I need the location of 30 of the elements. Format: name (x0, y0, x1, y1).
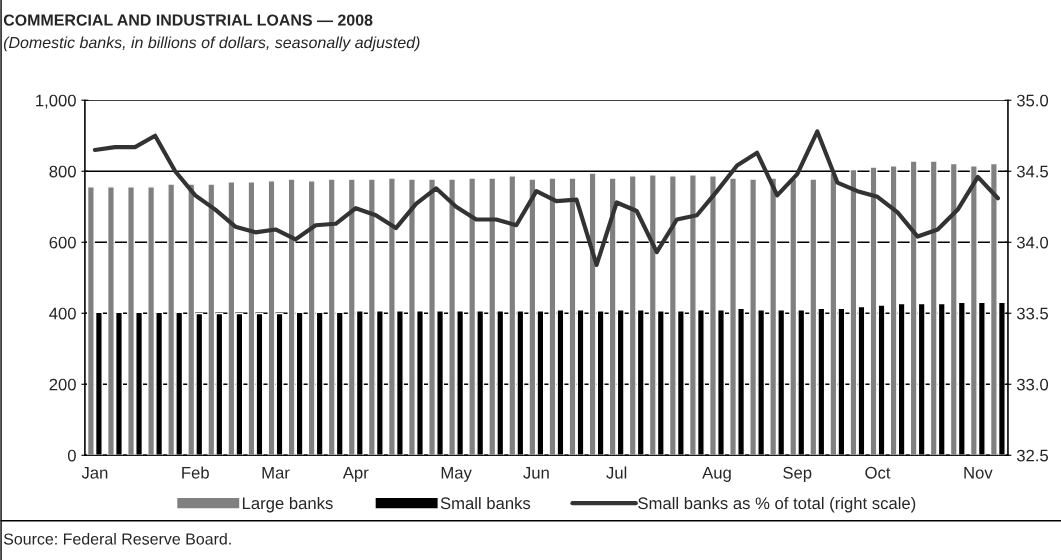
y-tick-label: 0 (67, 449, 76, 462)
legend-label: Small banks as % of total (right scale) (638, 496, 916, 513)
x-tick-label: Apr (342, 467, 369, 482)
y2-tick-label: 33.0 (1016, 378, 1049, 391)
y2-tick-label: 34.5 (1016, 165, 1049, 178)
line-series (92, 129, 1001, 268)
x-tick-label: Jul (606, 466, 627, 479)
x-tick-label: Oct (865, 466, 891, 479)
y2-tick-label: 33.5 (1016, 307, 1049, 320)
x-tick-label: Jun (523, 467, 549, 479)
chart-subtitle: (Domestic banks, in billions of dollars, seasonally adjusted) (3, 36, 420, 52)
x-tick-label: Nov (964, 467, 993, 479)
x-tick-label: Mar (262, 467, 290, 479)
legend-label: Small banks (440, 496, 531, 510)
legend-label: Large banks (242, 496, 333, 513)
x-tick-label: Feb (182, 466, 209, 479)
chart-title: COMMERCIAL AND INDUSTRIAL LOANS — 2008 (3, 14, 373, 26)
x-tick-label: May (441, 467, 472, 482)
y-tick-label: 800 (49, 165, 76, 178)
y-tick-label: 200 (49, 378, 76, 391)
x-tick-label: Jan (81, 467, 108, 479)
x-tick-label: Sep (783, 466, 812, 482)
y2-tick-label: 35.0 (1016, 94, 1049, 107)
y-tick-label: 1,000 (36, 94, 76, 109)
y2-tick-label: 32.5 (1016, 449, 1049, 462)
y-tick-label: 600 (49, 236, 76, 249)
x-tick-label: Aug (702, 467, 731, 482)
y2-tick-label: 34.0 (1016, 236, 1049, 249)
source-note: Source: Federal Reserve Board. (3, 532, 231, 545)
y-tick-label: 400 (49, 307, 76, 320)
